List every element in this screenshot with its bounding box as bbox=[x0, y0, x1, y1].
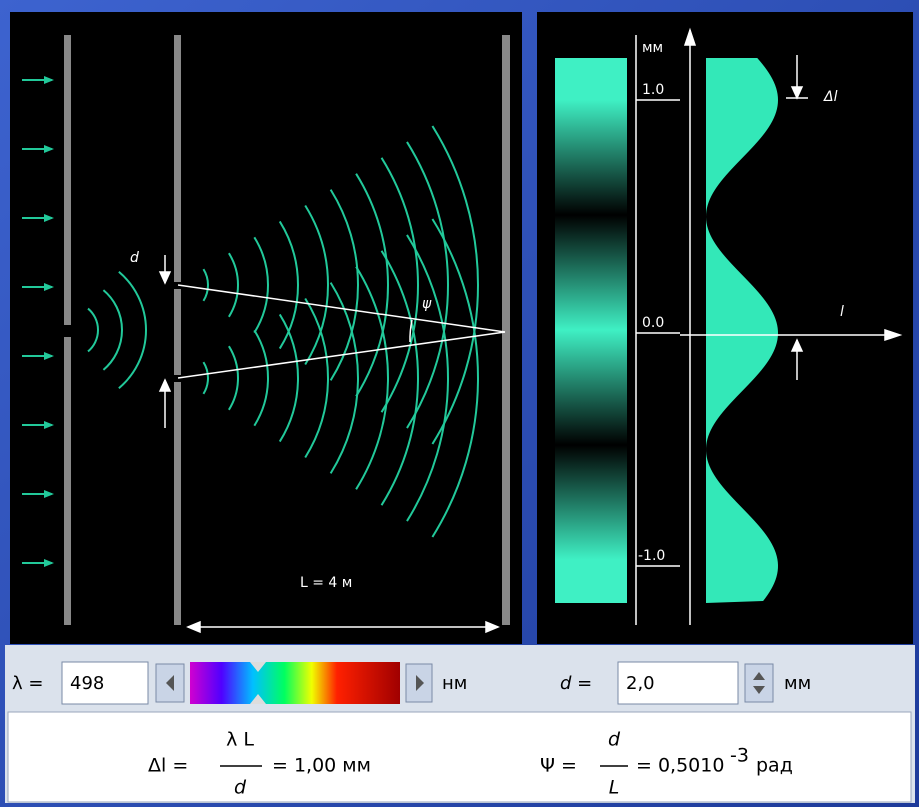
tick-label: -1.0 bbox=[638, 548, 665, 564]
slit-label: d bbox=[130, 250, 139, 266]
distance-label: L = 4 м bbox=[300, 575, 352, 591]
formula-lhs: Δl = bbox=[148, 755, 188, 777]
fringe-pattern bbox=[555, 58, 627, 603]
tick-label: 0.0 bbox=[642, 315, 664, 331]
wavelength-unit: нм bbox=[442, 673, 467, 694]
fringe-label: Δl bbox=[823, 89, 838, 105]
formula-result: = 1,00 мм bbox=[272, 755, 371, 777]
slit-label: d = bbox=[560, 673, 592, 694]
formula-unit: рад bbox=[756, 755, 793, 777]
formula-denominator: d bbox=[234, 777, 247, 799]
wavelength-label: λ = bbox=[12, 673, 43, 694]
axis-label: l bbox=[840, 304, 844, 320]
slit-unit: мм bbox=[784, 673, 811, 694]
unit-label: мм bbox=[642, 40, 663, 56]
spinner[interactable] bbox=[745, 664, 773, 702]
formula-numerator: λ L bbox=[226, 729, 254, 751]
slit-value: 2,0 bbox=[626, 673, 655, 694]
formula-numerator: d bbox=[608, 729, 621, 751]
angle-label: ψ bbox=[422, 296, 432, 312]
app-window: d ψ L = 4 м мм 1.0 0.0 -1.0 Δl l λ = 498… bbox=[0, 0, 919, 807]
wavelength-slider[interactable] bbox=[190, 662, 400, 704]
formula-result: = 0,5010 bbox=[636, 755, 724, 777]
formula-denominator: L bbox=[609, 777, 620, 799]
wavelength-value: 498 bbox=[70, 673, 104, 694]
formula-exponent: -3 bbox=[730, 745, 749, 767]
tick-label: 1.0 bbox=[642, 82, 664, 98]
formula-lhs: Ψ = bbox=[540, 755, 577, 777]
